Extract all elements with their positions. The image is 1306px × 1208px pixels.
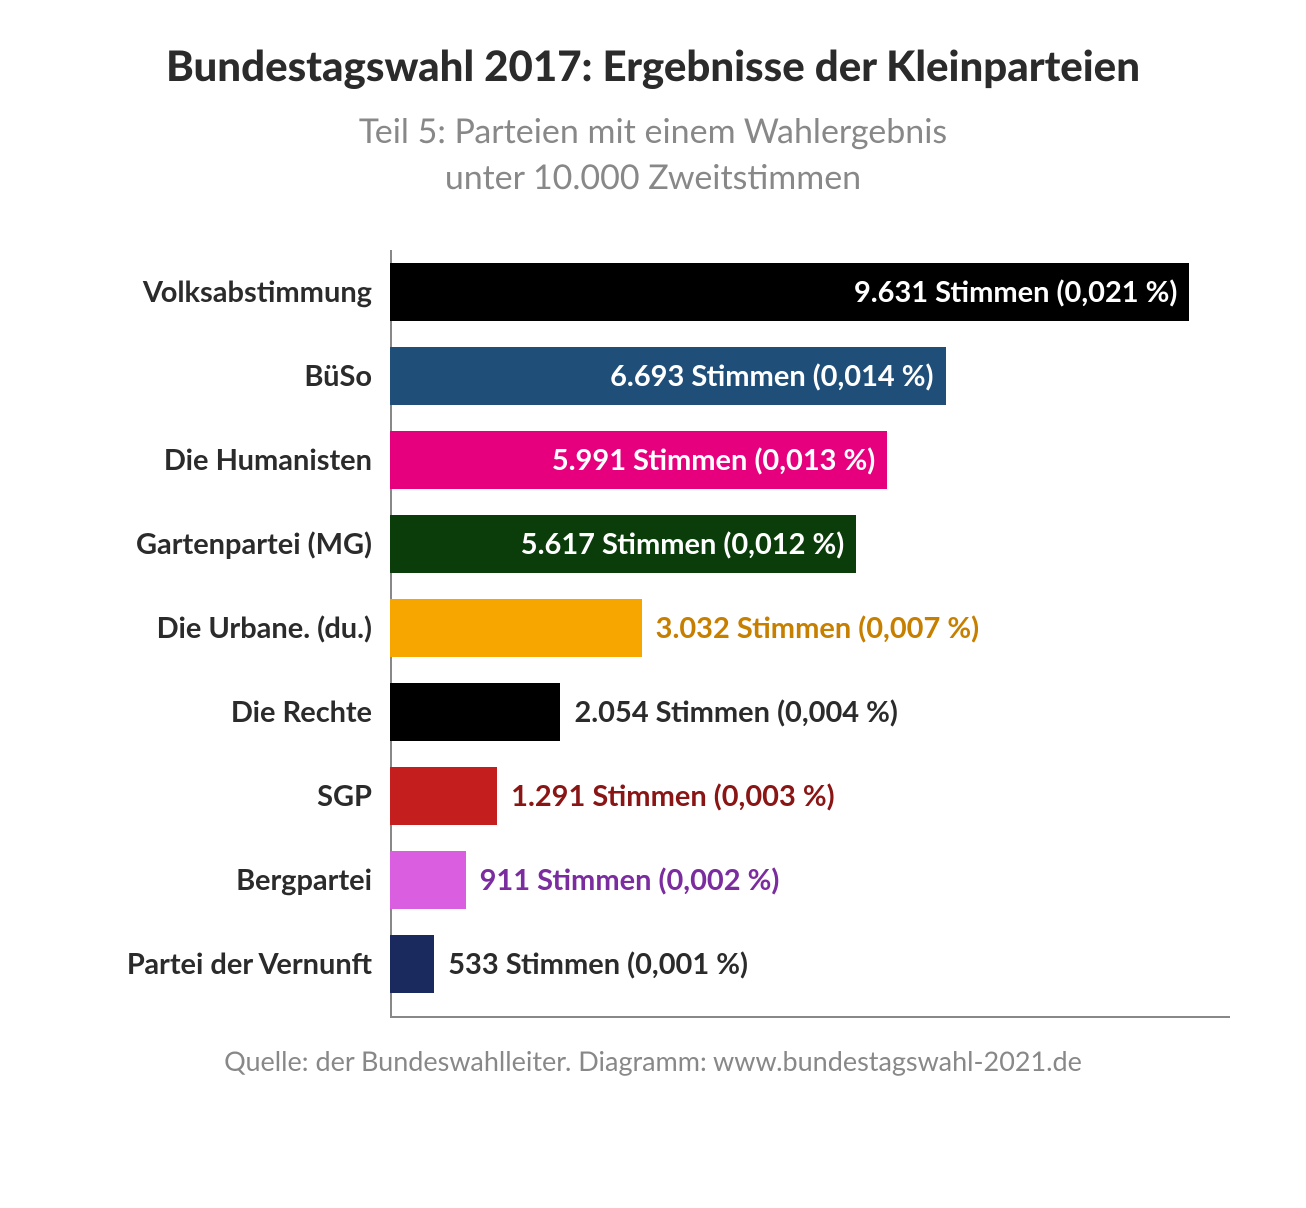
- chart-row: Die Humanisten 5.991 Stimmen (0,013 %): [70, 418, 1256, 502]
- value-label: 5.991 Stimmen (0,013 %): [552, 442, 875, 477]
- chart-row: Partei der Vernunft533 Stimmen (0,001 %): [70, 922, 1256, 1006]
- bar-area: 1.291 Stimmen (0,003 %): [390, 754, 1256, 838]
- party-label: Bergpartei: [70, 862, 390, 897]
- value-label: 9.631 Stimmen (0,021 %): [854, 274, 1177, 309]
- chart-source: Quelle: der Bundeswahlleiter. Diagramm: …: [50, 1044, 1256, 1077]
- chart-row: Volksabstimmung 9.631 Stimmen (0,021 %): [70, 250, 1256, 334]
- chart-title: Bundestagswahl 2017: Ergebnisse der Klei…: [50, 40, 1256, 90]
- x-axis: [390, 1016, 1230, 1018]
- bar-chart: Volksabstimmung 9.631 Stimmen (0,021 %) Bü…: [70, 250, 1256, 1006]
- bar: 5.991 Stimmen (0,013 %): [390, 431, 887, 489]
- value-label: 533 Stimmen (0,001 %): [448, 946, 748, 981]
- bar: 2.054 Stimmen (0,004 %): [390, 683, 560, 741]
- bar-area: 911 Stimmen (0,002 %): [390, 838, 1256, 922]
- bar-area: 2.054 Stimmen (0,004 %): [390, 670, 1256, 754]
- party-label: Die Urbane. (du.): [70, 610, 390, 645]
- bar: 533 Stimmen (0,001 %): [390, 935, 434, 993]
- value-label: 5.617 Stimmen (0,012 %): [521, 526, 844, 561]
- value-label: 2.054 Stimmen (0,004 %): [574, 694, 897, 729]
- party-label: Die Humanisten: [70, 442, 390, 477]
- bar-area: 5.617 Stimmen (0,012 %): [390, 502, 1256, 586]
- party-label: BüSo: [70, 358, 390, 393]
- party-label: Gartenpartei (MG): [70, 526, 390, 561]
- bar: 911 Stimmen (0,002 %): [390, 851, 466, 909]
- subtitle-line2: unter 10.000 Zweitstimmen: [445, 156, 861, 197]
- value-label: 911 Stimmen (0,002 %): [480, 862, 780, 897]
- value-label: 3.032 Stimmen (0,007 %): [656, 610, 979, 645]
- party-label: Volksabstimmung: [70, 274, 390, 309]
- party-label: SGP: [70, 778, 390, 813]
- bar: 9.631 Stimmen (0,021 %): [390, 263, 1189, 321]
- value-label: 1.291 Stimmen (0,003 %): [511, 778, 834, 813]
- chart-row: SGP1.291 Stimmen (0,003 %): [70, 754, 1256, 838]
- bar: 1.291 Stimmen (0,003 %): [390, 767, 497, 825]
- party-label: Partei der Vernunft: [70, 946, 390, 981]
- bar-area: 5.991 Stimmen (0,013 %): [390, 418, 1256, 502]
- bar-area: 3.032 Stimmen (0,007 %): [390, 586, 1256, 670]
- bar: 5.617 Stimmen (0,012 %): [390, 515, 856, 573]
- bar-area: 6.693 Stimmen (0,014 %): [390, 334, 1256, 418]
- value-label: 6.693 Stimmen (0,014 %): [610, 358, 933, 393]
- bar: 3.032 Stimmen (0,007 %): [390, 599, 642, 657]
- bar: 6.693 Stimmen (0,014 %): [390, 347, 946, 405]
- chart-row: Gartenpartei (MG) 5.617 Stimmen (0,012 %): [70, 502, 1256, 586]
- bar-area: 533 Stimmen (0,001 %): [390, 922, 1256, 1006]
- subtitle-line1: Teil 5: Parteien mit einem Wahlergebnis: [359, 110, 947, 151]
- chart-subtitle: Teil 5: Parteien mit einem Wahlergebnis …: [50, 108, 1256, 200]
- bar-area: 9.631 Stimmen (0,021 %): [390, 250, 1256, 334]
- chart-row: Bergpartei911 Stimmen (0,002 %): [70, 838, 1256, 922]
- chart-row: Die Urbane. (du.)3.032 Stimmen (0,007 %): [70, 586, 1256, 670]
- party-label: Die Rechte: [70, 694, 390, 729]
- chart-row: Die Rechte2.054 Stimmen (0,004 %): [70, 670, 1256, 754]
- chart-row: BüSo 6.693 Stimmen (0,014 %): [70, 334, 1256, 418]
